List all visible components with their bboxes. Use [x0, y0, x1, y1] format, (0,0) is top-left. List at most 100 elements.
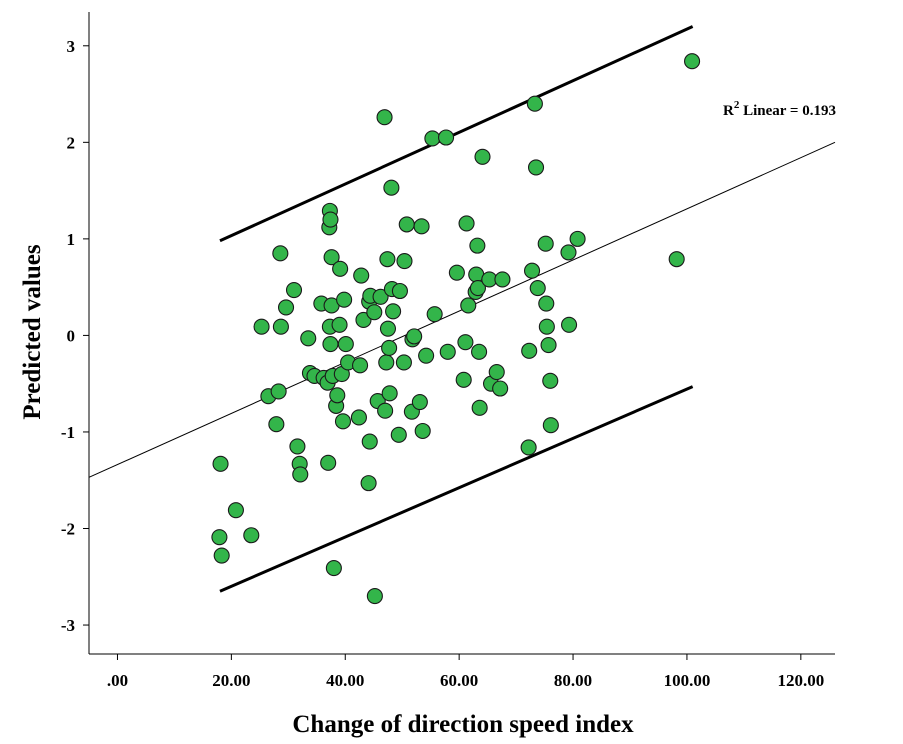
data-point — [372, 288, 389, 305]
y-tick-label: -1 — [61, 423, 75, 442]
data-point — [471, 343, 488, 360]
x-tick-label: 100.00 — [664, 671, 711, 690]
data-point — [526, 95, 543, 112]
data-point — [379, 251, 396, 268]
data-point — [334, 413, 352, 430]
data-point — [529, 280, 546, 297]
data-point — [426, 306, 443, 323]
data-point — [492, 380, 509, 397]
data-point — [379, 320, 397, 337]
data-point — [272, 245, 289, 262]
r2-label: R2 Linear = 0.193 — [723, 99, 836, 119]
data-point — [289, 438, 306, 455]
data-point — [366, 304, 383, 321]
x-tick-label: 20.00 — [212, 671, 250, 690]
data-point — [378, 354, 395, 371]
data-point — [520, 439, 537, 456]
data-point — [390, 426, 407, 443]
x-tick-label: 120.00 — [777, 671, 824, 690]
data-point — [329, 387, 346, 404]
data-point — [213, 547, 230, 564]
data-point — [527, 159, 545, 176]
data-point — [268, 416, 285, 433]
data-point — [471, 399, 488, 416]
y-tick-label: -2 — [61, 519, 75, 538]
data-point — [398, 216, 415, 233]
data-point — [418, 347, 435, 364]
data-point — [277, 299, 295, 316]
x-tick-label: 60.00 — [440, 671, 478, 690]
data-point — [336, 291, 353, 308]
data-point — [381, 385, 398, 402]
data-point — [320, 454, 337, 471]
data-point — [323, 249, 340, 266]
data-point — [270, 383, 287, 400]
data-point — [355, 311, 372, 329]
lower-prediction-line — [219, 385, 694, 593]
y-tick-label: 1 — [67, 230, 76, 249]
data-point — [521, 342, 538, 359]
axes: 3 2 1 0 -1 -2 -3 .00 20.00 40.00 60.00 80.00 100.00 1… — [61, 12, 835, 690]
data-point — [211, 529, 228, 546]
r2-label-suffix: Linear = 0.193 — [739, 103, 836, 119]
data-point — [377, 402, 394, 419]
y-tick-label: 0 — [67, 326, 76, 345]
data-point — [455, 371, 472, 388]
upper-prediction-line — [219, 25, 694, 243]
data-point — [395, 354, 412, 371]
data-point — [300, 330, 317, 347]
data-point — [684, 53, 701, 70]
data-point — [361, 433, 378, 450]
data-point — [292, 466, 309, 483]
data-point — [540, 337, 557, 354]
data-point — [469, 237, 486, 254]
y-tick-label: 3 — [67, 37, 76, 56]
data-point — [391, 282, 408, 300]
data-point — [366, 588, 383, 605]
data-point — [523, 262, 541, 279]
data-point — [538, 318, 555, 335]
data-point — [360, 475, 377, 492]
data-point — [494, 271, 511, 288]
x-axis-title: Change of direction speed index — [292, 711, 634, 738]
prediction-band — [219, 25, 694, 593]
data-point — [488, 364, 505, 381]
data-point — [457, 334, 474, 351]
data-point — [385, 303, 402, 320]
data-point — [424, 130, 441, 147]
x-tick-label: 80.00 — [554, 671, 592, 690]
data-point — [560, 244, 577, 261]
data-point — [325, 560, 342, 577]
x-tick-label: 40.00 — [326, 671, 364, 690]
data-point — [350, 409, 367, 426]
data-point — [438, 129, 455, 146]
data-point — [243, 527, 260, 544]
data-point — [332, 260, 349, 277]
data-point — [353, 267, 370, 284]
data-point — [460, 297, 477, 314]
data-point — [439, 343, 456, 360]
data-point — [406, 328, 423, 345]
data-point — [474, 148, 491, 165]
x-tick-label: .00 — [107, 671, 128, 690]
data-point — [253, 318, 270, 335]
data-point — [272, 318, 289, 335]
data-point — [668, 251, 685, 268]
data-point — [469, 280, 486, 297]
data-point — [396, 253, 413, 270]
data-point — [322, 211, 339, 228]
data-point — [414, 422, 431, 440]
r2-label-superscript: 2 — [734, 99, 740, 111]
data-point — [376, 109, 393, 126]
data-point — [542, 417, 559, 434]
data-point — [322, 336, 339, 353]
data-point — [285, 281, 303, 299]
data-point — [542, 372, 559, 389]
data-point — [212, 455, 229, 472]
data-point — [227, 502, 244, 519]
y-tick-label: -3 — [61, 616, 75, 635]
data-point — [458, 215, 475, 232]
data-point — [537, 235, 554, 252]
data-points — [211, 53, 701, 605]
y-tick-label: 2 — [67, 133, 76, 152]
